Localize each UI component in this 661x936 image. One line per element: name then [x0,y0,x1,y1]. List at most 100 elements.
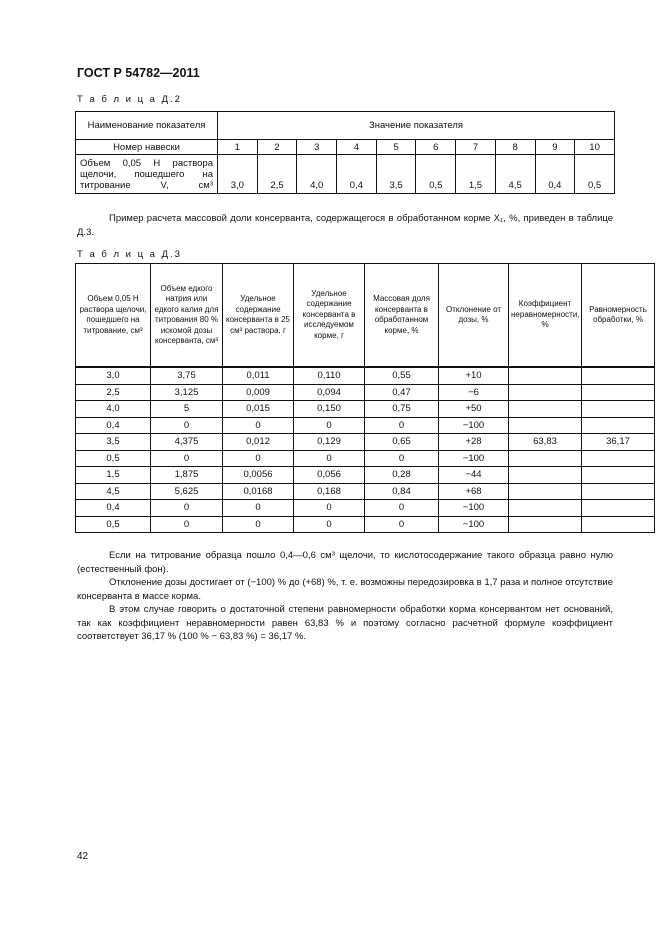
table-cell: −100 [438,449,509,467]
table-cell: 0,129 [293,433,365,451]
table-cell: 0 [364,515,439,533]
table-cell [581,416,655,434]
table-cell [581,515,655,533]
table-cell: 0,5 [75,449,151,467]
table-cell: 4,5 [75,482,151,500]
table-cell: 0,0168 [222,482,294,500]
table-row: 4,5 5,625 0,0168 0,168 0,84 +68 [75,482,655,500]
table-row: 3,5 4,375 0,012 0,129 0,65 +28 63,83 36,17 [75,433,655,451]
table-cell: 10 [574,139,615,155]
table-cell [508,383,582,401]
table-cell: 0 [150,499,223,517]
table-cell: 0 [222,449,294,467]
table-cell: 3 [296,139,338,155]
table-cell: 5 [150,400,223,418]
table-cell [581,482,655,500]
table-cell: 2,5 [256,154,298,194]
table-d2: Наименование показателя Значение показат… [75,111,615,194]
table-cell: 0 [293,449,365,467]
table-cell: 0,011 [222,366,294,385]
table-cell [508,482,582,500]
table-cell: 3,75 [150,366,223,385]
table-cell: 5 [375,139,417,155]
table-cell: −6 [438,383,509,401]
paragraph: Если на титрование образца пошло 0,4—0,6… [77,550,613,575]
document-title: ГОСТ Р 54782—2011 [77,66,200,80]
table-cell: 8 [494,139,536,155]
table-cell [581,400,655,418]
header-cell: Наименование показателя [75,111,218,140]
table-cell: 3,0 [217,154,258,194]
table-cell [581,366,655,385]
table-cell [581,466,655,484]
column-header: Равномерность обработки, % [581,263,655,368]
table-row: 0,4 0 0 0 0 −100 [75,499,655,517]
table-cell: 0 [150,515,223,533]
intro-paragraph: Пример расчета массовой доли консерванта… [77,213,613,238]
table-row: 1,5 1,875 0,0056 0,056 0,28 −44 [75,466,655,484]
table-cell: 0,150 [293,400,365,418]
table-cell: 0,056 [293,466,365,484]
table-cell: 1,875 [150,466,223,484]
table-row: 0,4 0 0 0 0 −100 [75,416,655,434]
table-cell: 36,17 [581,433,655,451]
column-header: Коэффициент неравномерности, % [508,263,582,368]
table-cell: −100 [438,416,509,434]
table-d2-caption: Т а б л и ц а Д.2 [77,94,182,105]
table-cell [508,366,582,385]
table-cell: 4,0 [75,400,151,418]
table-cell: +68 [438,482,509,500]
table-row: 4,0 5 0,015 0,150 0,75 +50 [75,400,655,418]
paragraph: Отклонение дозы достигает от (−100) % до… [77,577,613,602]
table-cell: 0 [293,499,365,517]
table-cell: 1 [217,139,258,155]
table-cell: +50 [438,400,509,418]
table-cell: 6 [415,139,457,155]
table-row: 0,5 0 0 0 0 −100 [75,449,655,467]
table-cell: 3,5 [375,154,417,194]
table-cell [508,515,582,533]
table-cell: 3,125 [150,383,223,401]
table-d3-caption: Т а б л и ц а Д.3 [77,249,182,260]
table-cell: 0,009 [222,383,294,401]
table-cell: 4,5 [494,154,536,194]
table-cell: 0,5 [574,154,615,194]
table-cell [581,449,655,467]
table-cell: 0 [364,449,439,467]
table-cell: 0 [293,416,365,434]
table-cell: −100 [438,499,509,517]
table-cell: 0,4 [75,416,151,434]
table-cell: 0,094 [293,383,365,401]
table-cell: 0 [150,416,223,434]
table-row: 3,0 3,75 0,011 0,110 0,55 +10 [75,366,655,385]
column-header: Отклонение от дозы, % [438,263,509,368]
table-cell: 0 [150,449,223,467]
table-cell: 7 [455,139,496,155]
table-cell: 0,47 [364,383,439,401]
table-cell: 0,4 [75,499,151,517]
table-d3: Объем 0,05 Н раствора щелочи, пошедшего … [75,263,655,533]
table-cell: 0,5 [415,154,457,194]
table-cell: 1,5 [455,154,496,194]
row-label: Объем 0,05 Н раствора щелочи, пошедшего … [75,154,218,194]
table-cell: 4 [336,139,377,155]
table-cell: 1,5 [75,466,151,484]
table-cell: 0,65 [364,433,439,451]
table-cell: 0,168 [293,482,365,500]
table-cell [508,416,582,434]
table-cell [508,466,582,484]
table-cell: 63,83 [508,433,582,451]
table-cell: 0 [222,416,294,434]
column-header: Удельное содержание консерванта в исслед… [293,263,365,368]
table-cell: −100 [438,515,509,533]
table-cell: 5,625 [150,482,223,500]
page-number: 42 [77,851,89,862]
table-cell: 0,4 [534,154,576,194]
table-cell: 0,012 [222,433,294,451]
table-cell [508,449,582,467]
table-cell: 2 [256,139,298,155]
column-header: Удельное содержание консерванта в 25 см³… [222,263,294,368]
row-label: Номер навески [75,139,218,155]
table-cell: 0,84 [364,482,439,500]
table-cell: 0 [364,416,439,434]
